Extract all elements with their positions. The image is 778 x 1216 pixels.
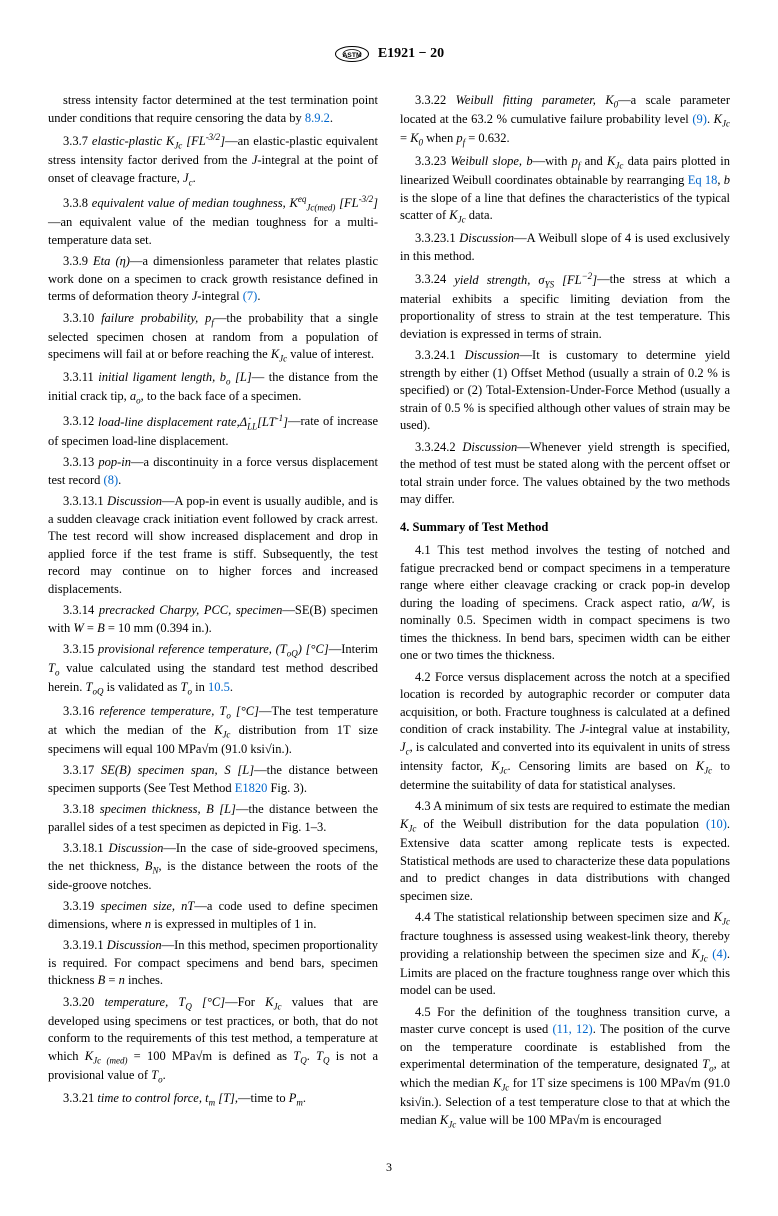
t: 3.3.13 pop-in—a discontinuity in a force… bbox=[48, 455, 378, 487]
t: 4.3 A minimum of six tests are required … bbox=[400, 799, 730, 831]
ref-link[interactable]: (8) bbox=[104, 473, 119, 487]
para-3323: 3.3.23 Weibull slope, b—with pf and KJc … bbox=[400, 153, 730, 226]
t: 3.3.17 SE(B) specimen span, S [L]—the di… bbox=[48, 763, 378, 795]
para-33191: 3.3.19.1 Discussion—In this method, spec… bbox=[48, 937, 378, 990]
ref-link[interactable]: Eq 18 bbox=[688, 173, 718, 187]
astm-logo: ASTM bbox=[334, 40, 370, 68]
para-3314: 3.3.14 precracked Charpy, PCC, specimen—… bbox=[48, 602, 378, 637]
svg-text:ASTM: ASTM bbox=[342, 52, 362, 59]
page-header: ASTM E1921 − 20 bbox=[48, 40, 730, 68]
t: 3.3.23 Weibull slope, b—with pf and KJc … bbox=[400, 154, 730, 187]
para-33231: 3.3.23.1 Discussion—A Weibull slope of 4… bbox=[400, 230, 730, 265]
t: 4.4 The statistical relationship between… bbox=[400, 910, 730, 961]
para-339: 3.3.9 Eta (η)—a dimensionless parameter … bbox=[48, 253, 378, 306]
t: . The position of the curve on the tempe… bbox=[400, 1022, 730, 1127]
para-44: 4.4 The statistical relationship between… bbox=[400, 909, 730, 1000]
para-337: 3.3.7 elastic-plastic KJc [FL-3/2]—an el… bbox=[48, 131, 378, 189]
para-3319: 3.3.19 specimen size, nT—a code used to … bbox=[48, 898, 378, 933]
t: —an equivalent value of the median tough… bbox=[48, 215, 378, 247]
t: . bbox=[330, 111, 333, 125]
ref-link[interactable]: (4) bbox=[712, 947, 727, 961]
para-45: 4.5 For the definition of the toughness … bbox=[400, 1004, 730, 1131]
para-3320: 3.3.20 temperature, TQ [°C]—For KJc valu… bbox=[48, 994, 378, 1086]
para-3313: 3.3.13 pop-in—a discontinuity in a force… bbox=[48, 454, 378, 489]
para-3310: 3.3.10 failure probability, pf—the proba… bbox=[48, 310, 378, 366]
para-3324: 3.3.24 yield strength, σYS [FL−2]—the st… bbox=[400, 269, 730, 343]
para-42: 4.2 Force versus displacement across the… bbox=[400, 669, 730, 795]
ref-link[interactable]: (11, 12) bbox=[552, 1022, 592, 1036]
ref-link[interactable]: (10) bbox=[706, 817, 727, 831]
para-33131: 3.3.13.1 Discussion—A pop-in event is us… bbox=[48, 493, 378, 598]
para-3322: 3.3.22 Weibull fitting parameter, K0—a s… bbox=[400, 92, 730, 149]
para-3316: 3.3.16 reference temperature, To [°C]—Th… bbox=[48, 703, 378, 759]
section-4-heading: 4. Summary of Test Method bbox=[400, 519, 730, 537]
para-3315: 3.3.15 provisional reference temperature… bbox=[48, 641, 378, 698]
para-43: 4.3 A minimum of six tests are required … bbox=[400, 798, 730, 905]
para-3321: 3.3.21 time to control force, tm [T],—ti… bbox=[48, 1090, 378, 1109]
ref-link[interactable]: 8.9.2 bbox=[305, 111, 330, 125]
ref-link[interactable]: E1820 bbox=[235, 781, 268, 795]
para-33181: 3.3.18.1 Discussion—In the case of side-… bbox=[48, 840, 378, 894]
para-3318: 3.3.18 specimen thickness, B [L]—the dis… bbox=[48, 801, 378, 836]
t: 3.3.9 Eta (η)—a dimensionless parameter … bbox=[48, 254, 378, 303]
para-338: 3.3.8 equivalent value of median toughne… bbox=[48, 193, 378, 249]
para-3312: 3.3.12 load-line displacement rate,Δ̇LL[… bbox=[48, 411, 378, 450]
para-41: 4.1 This test method involves the testin… bbox=[400, 542, 730, 665]
para-33242: 3.3.24.2 Discussion—Whenever yield stren… bbox=[400, 439, 730, 509]
standard-id: E1921 − 20 bbox=[378, 44, 444, 64]
page-number: 3 bbox=[48, 1159, 730, 1176]
ref-link[interactable]: (7) bbox=[243, 289, 258, 303]
para-intro: stress intensity factor determined at th… bbox=[48, 92, 378, 127]
t: Fig. 3). bbox=[267, 781, 307, 795]
para-3317: 3.3.17 SE(B) specimen span, S [L]—the di… bbox=[48, 762, 378, 797]
t: 3.3.22 Weibull fitting parameter, K0—a s… bbox=[400, 93, 730, 126]
para-33241: 3.3.24.1 Discussion—It is customary to d… bbox=[400, 347, 730, 435]
ref-link[interactable]: 10.5 bbox=[208, 680, 230, 694]
ref-link[interactable]: (9) bbox=[692, 112, 707, 126]
content-columns: stress intensity factor determined at th… bbox=[48, 92, 730, 1131]
para-3311: 3.3.11 initial ligament length, bo [L]— … bbox=[48, 369, 378, 407]
